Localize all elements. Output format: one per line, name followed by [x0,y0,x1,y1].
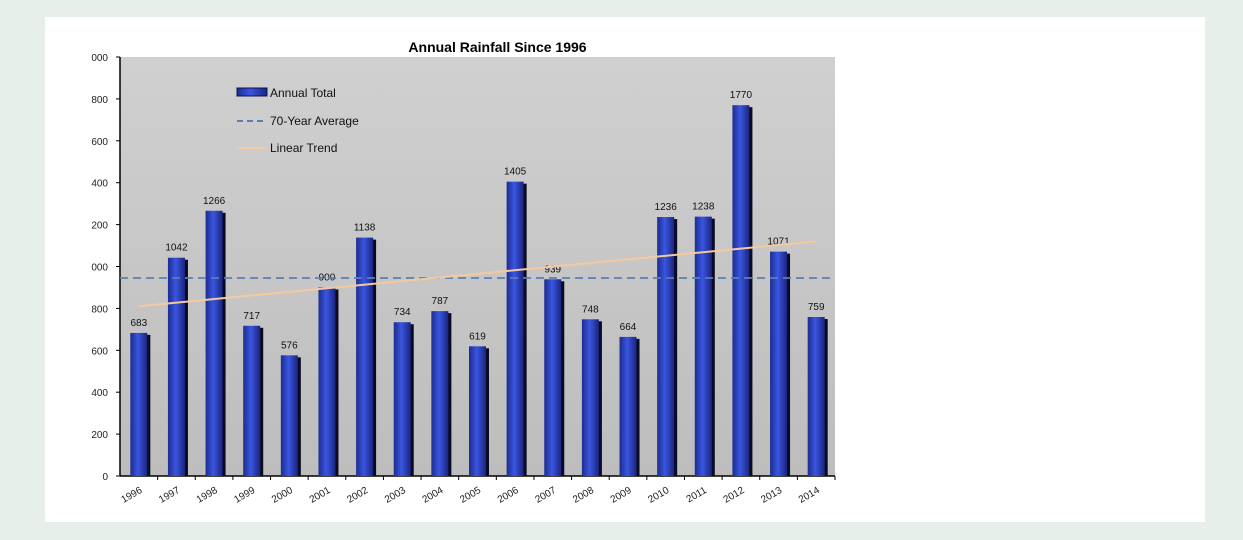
x-tick-label: 2002 [345,485,370,506]
x-tick-label: 2005 [458,485,483,506]
bar-2012 [732,105,750,476]
rainfall-chart: Annual Rainfall Since 1996 0 200 400 600 800 0… [91,39,836,506]
bar-2008 [581,319,599,476]
y-tick-label: 200 [91,430,108,441]
data-label: 939 [544,264,561,275]
data-label: 1238 [692,202,715,213]
trend-line [138,240,817,308]
x-tick-label: 2006 [496,485,521,506]
bar-2006 [506,181,524,476]
legend-label: Annual Total [270,86,336,100]
legend-label: 70-Year Average [270,114,359,128]
y-tick-label: 800 [91,304,108,315]
y-tick-label: 000 [91,53,108,64]
data-label: 576 [281,340,298,351]
bar-2013 [770,251,788,476]
data-label: 1071 [767,237,790,248]
x-tick-label: 2009 [609,485,634,506]
x-tick-label: 2010 [646,485,671,506]
y-tick-label: 400 [91,388,108,399]
bar-1999 [243,325,261,476]
data-label: 1770 [730,90,753,101]
x-tick-label: 2003 [383,485,408,506]
bar-2011 [694,216,712,476]
chart-panel: Annual Rainfall Since 1996 0 200 400 600 800 0… [45,17,1205,522]
data-label: 900 [319,272,336,283]
bar-2002 [356,237,374,476]
data-label: 683 [130,318,147,329]
y-tick-label: 200 [91,221,108,232]
y-tick-label: 0 [102,472,108,483]
data-label: 734 [394,307,411,318]
bar-2014 [807,316,825,476]
data-label: 748 [582,304,599,315]
x-tick-label: 2004 [421,485,446,506]
bar-2003 [393,322,411,476]
x-tick-label: 2012 [722,485,747,506]
chart-title: Annual Rainfall Since 1996 [408,39,586,55]
data-label: 619 [469,331,486,342]
data-label: 1236 [655,202,678,213]
bar-1996 [130,332,148,476]
x-tick-label: 2001 [308,485,333,506]
bar-2000 [280,355,298,476]
x-tick-label: 1997 [157,485,182,506]
data-label: 1042 [165,243,188,254]
x-tick-label: 2007 [533,485,558,506]
data-label: 787 [432,296,449,307]
data-label: 1266 [203,196,226,207]
bar-2001 [318,287,336,476]
data-label: 759 [808,302,825,313]
x-tick-label: 2011 [685,485,710,505]
bar-2007 [544,279,562,476]
bar-2010 [657,217,675,477]
x-tick-label: 1996 [120,485,145,506]
y-tick-label: 400 [91,179,108,190]
x-tick-label: 1998 [195,485,220,506]
x-tick-label: 2014 [797,485,822,506]
bar-2005 [469,346,486,476]
y-tick-label: 800 [91,95,108,106]
data-label: 717 [243,311,260,322]
x-tick-label: 2013 [759,485,784,506]
bar-1997 [167,257,185,476]
bar-2009 [619,336,637,476]
bar-1998 [205,210,223,476]
x-tick-label: 2008 [571,485,596,506]
data-label: 664 [620,322,637,333]
x-tick-label: 1999 [232,485,257,506]
y-tick-label: 600 [91,137,108,148]
y-tick-label: 000 [91,263,108,274]
bar-2004 [431,311,449,476]
legend-label: Linear Trend [270,141,337,155]
legend-swatch-annual-total [236,87,268,97]
x-tick-label: 2000 [270,485,295,506]
y-tick-label: 600 [91,346,108,357]
data-label: 1405 [504,167,527,178]
data-label: 1138 [354,223,376,234]
